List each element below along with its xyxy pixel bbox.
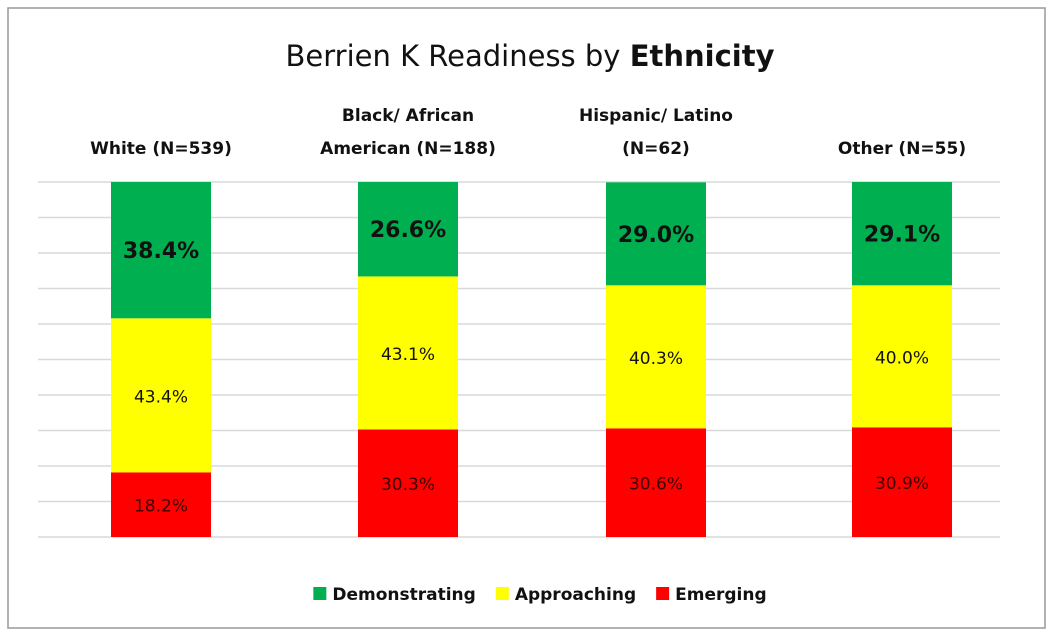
legend-label: Approaching <box>515 585 636 605</box>
bar-segment <box>852 285 952 428</box>
bar-segment <box>606 182 706 286</box>
data-label: 38.4% <box>123 239 199 264</box>
legend-swatch <box>313 587 327 600</box>
bar-segment <box>852 182 952 286</box>
bar-segment <box>606 285 706 429</box>
bar-segment <box>606 428 706 537</box>
data-label: 29.0% <box>618 223 694 248</box>
category-label: White (N=539) <box>90 139 232 159</box>
category-label: Black/ African American (N=188) <box>320 106 496 159</box>
bar-segment <box>111 182 211 319</box>
bar-segment <box>358 429 458 537</box>
bar-segment <box>852 427 952 537</box>
bar-segment <box>111 318 211 473</box>
category-label: Other (N=55) <box>837 139 967 159</box>
data-label: 29.1% <box>864 223 940 248</box>
data-label: 30.9% <box>875 474 929 494</box>
data-label: 30.3% <box>381 475 435 495</box>
data-label: 43.1% <box>381 345 435 365</box>
data-label: 30.6% <box>629 475 683 495</box>
legend-swatch <box>495 587 509 600</box>
bar-segment <box>358 182 458 277</box>
data-label: 26.6% <box>370 218 446 243</box>
data-label: 18.2% <box>134 497 188 517</box>
category-label: Hispanic/ Latino (N=62) <box>579 106 733 159</box>
chart-title: Berrien K Readiness by Ethnicity <box>286 39 775 73</box>
bar-segment <box>358 276 458 430</box>
bar-segment <box>111 472 211 537</box>
legend-label: Emerging <box>675 585 767 605</box>
legend-swatch <box>656 587 670 600</box>
data-label: 43.4% <box>134 387 188 407</box>
data-label: 40.0% <box>875 348 929 368</box>
legend-label: Demonstrating <box>332 585 475 605</box>
data-label: 40.3% <box>629 349 683 369</box>
